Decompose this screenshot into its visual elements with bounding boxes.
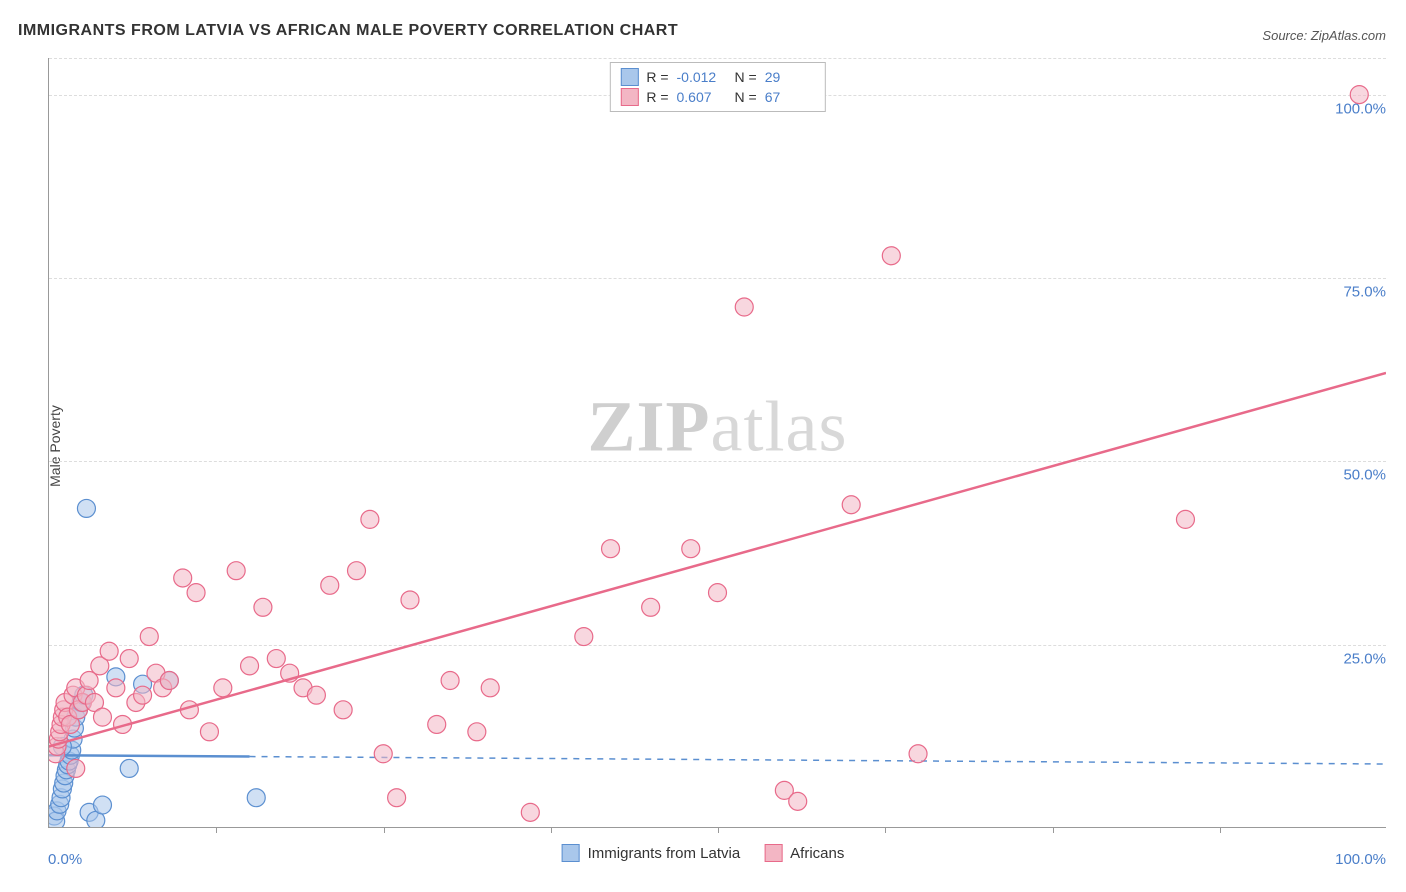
stats-row-africans: R = 0.607 N = 67 (620, 87, 814, 107)
r-value-africans: 0.607 (677, 89, 727, 105)
scatter-plot-svg (49, 58, 1386, 827)
x-tick-100: 100.0% (1335, 851, 1386, 868)
r-value-latvia: -0.012 (677, 69, 727, 85)
r-label: R = (646, 69, 668, 85)
n-value-latvia: 29 (765, 69, 815, 85)
r-label: R = (646, 89, 668, 105)
chart-container: IMMIGRANTS FROM LATVIA VS AFRICAN MALE P… (0, 0, 1406, 892)
swatch-africans (764, 844, 782, 862)
swatch-latvia (620, 68, 638, 86)
series-legend: Immigrants from Latvia Africans (562, 844, 845, 862)
stats-legend: R = -0.012 N = 29 R = 0.607 N = 67 (609, 62, 825, 112)
n-value-africans: 67 (765, 89, 815, 105)
swatch-africans (620, 88, 638, 106)
source-label: Source: (1262, 28, 1307, 43)
stats-row-latvia: R = -0.012 N = 29 (620, 67, 814, 87)
legend-item-africans: Africans (764, 844, 844, 862)
chart-title: IMMIGRANTS FROM LATVIA VS AFRICAN MALE P… (18, 22, 678, 40)
legend-item-latvia: Immigrants from Latvia (562, 844, 741, 862)
legend-label-latvia: Immigrants from Latvia (588, 845, 741, 862)
x-tick-0: 0.0% (48, 851, 82, 868)
source-value: ZipAtlas.com (1311, 28, 1386, 43)
n-label: N = (735, 69, 757, 85)
plot-area: ZIPatlas R = -0.012 N = 29 R = 0.607 N =… (48, 58, 1386, 828)
n-label: N = (735, 89, 757, 105)
swatch-latvia (562, 844, 580, 862)
legend-label-africans: Africans (790, 845, 844, 862)
source-citation: Source: ZipAtlas.com (1262, 28, 1386, 43)
